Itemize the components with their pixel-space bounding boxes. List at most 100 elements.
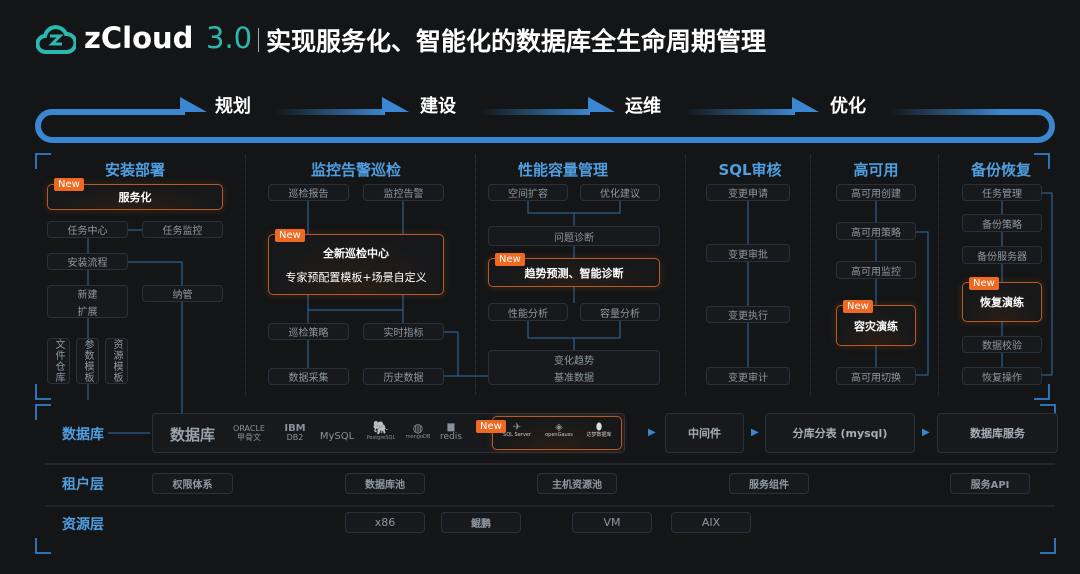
opengauss-logo: ◈ openGauss <box>545 422 573 438</box>
recovery-drill-box[interactable]: 恢复演练 <box>962 282 1042 322</box>
monitor-alert-box[interactable]: 监控告警 <box>363 184 444 201</box>
history-data-box[interactable]: 历史数据 <box>363 368 444 385</box>
postgresql-logo: 🐘 PostgreSQL <box>366 421 396 442</box>
frame-corner <box>1034 384 1050 400</box>
install-flow-box[interactable]: 安装流程 <box>47 253 128 270</box>
service-api-box[interactable]: 服务API <box>950 473 1030 494</box>
column-header-install: 安装部署 <box>104 161 166 179</box>
column-separator <box>245 155 246 395</box>
space-expansion-box[interactable]: 空间扩容 <box>488 184 568 201</box>
flow-step-operate: 运维 <box>625 96 661 117</box>
frame-corner <box>35 384 51 400</box>
ha-create-box[interactable]: 高可用创建 <box>836 184 916 201</box>
column-header-backup: 备份恢复 <box>970 161 1032 179</box>
column-separator <box>938 155 939 395</box>
problem-diagnosis-box[interactable]: 问题诊断 <box>488 226 660 246</box>
layer-divider <box>45 505 1055 507</box>
frame-corner <box>1040 538 1056 554</box>
new-badge: New <box>476 420 506 433</box>
ha-monitor-box[interactable]: 高可用监控 <box>836 261 916 279</box>
mongodb-logo: ◍ mongoDB <box>405 421 431 441</box>
aix-box[interactable]: AIX <box>671 512 751 533</box>
backup-server-box[interactable]: 备份服务器 <box>962 246 1042 264</box>
x86-box[interactable]: x86 <box>345 512 425 533</box>
optimization-advice-box[interactable]: 优化建议 <box>580 184 660 201</box>
ha-strategy-box[interactable]: 高可用策略 <box>836 222 916 240</box>
change-request-box[interactable]: 变更申请 <box>706 184 790 201</box>
flow-step-optimize: 优化 <box>830 96 866 117</box>
service-label: 服务化 <box>118 191 152 204</box>
new-build-expand-box[interactable]: 新建 扩展 <box>47 285 128 318</box>
trend-prediction-label: 趋势预测、智能诊断 <box>524 266 624 280</box>
kunpeng-box[interactable]: 鲲鹏 <box>441 512 521 533</box>
resource-template-box[interactable]: 资源模板 <box>105 338 128 384</box>
version-text: 3.0 <box>206 21 253 55</box>
trend-baseline-box[interactable]: 变化趋势 基准数据 <box>488 350 660 385</box>
change-approval-box[interactable]: 变更审批 <box>706 244 790 262</box>
sharding-box[interactable]: 分库分表 (mysql) <box>765 413 915 453</box>
frame-corner <box>35 404 51 420</box>
service-component-box[interactable]: 服务组件 <box>729 473 809 494</box>
trend-prediction-box[interactable]: 趋势预测、智能诊断 <box>488 258 660 287</box>
column-separator <box>475 155 476 395</box>
layer-divider <box>45 463 1055 465</box>
layer-label-resource: 资源层 <box>62 517 104 533</box>
file-repo-box[interactable]: 文件仓库 <box>47 338 70 384</box>
lifecycle-flow-loop <box>35 97 1055 143</box>
change-trend-label: 变化趋势 <box>554 355 594 367</box>
inspection-report-box[interactable]: 巡检报告 <box>268 184 349 201</box>
page-title: 实现服务化、智能化的数据库全生命周期管理 <box>266 27 767 56</box>
backup-strategy-box[interactable]: 备份策略 <box>962 214 1042 232</box>
change-audit-box[interactable]: 变更审计 <box>706 367 790 385</box>
param-template-box[interactable]: 参数模板 <box>76 338 99 384</box>
column-header-performance: 性能容量管理 <box>517 161 609 179</box>
database-pool-box[interactable]: 数据库池 <box>345 473 425 494</box>
host-pool-box[interactable]: 主机资源池 <box>537 473 617 494</box>
database-service-box[interactable]: 数据库服务 <box>937 413 1058 453</box>
flow-step-build: 建设 <box>420 96 456 117</box>
new-badge: New <box>969 277 999 290</box>
task-monitor-box[interactable]: 任务监控 <box>142 221 223 238</box>
layer-label-tenant: 租户层 <box>62 477 104 493</box>
redis-logo: ▆ redis <box>440 422 462 442</box>
inspection-center-box[interactable]: 全新巡检中心 专家预配置模板+场景自定义 <box>268 234 444 295</box>
performance-analysis-box[interactable]: 性能分析 <box>488 303 568 321</box>
new-badge: New <box>495 253 525 266</box>
data-verify-box[interactable]: 数据校验 <box>962 336 1042 353</box>
inspection-strategy-box[interactable]: 巡检策略 <box>268 323 349 340</box>
data-collection-box[interactable]: 数据采集 <box>268 368 349 385</box>
new-badge: New <box>843 300 873 313</box>
sqlserver-logo: ✈ SQL Server <box>503 422 531 438</box>
new-databases-group[interactable] <box>492 416 622 450</box>
task-management-box[interactable]: 任务管理 <box>962 184 1042 201</box>
manage-box[interactable]: 纳管 <box>142 285 223 302</box>
ha-switch-box[interactable]: 高可用切换 <box>836 367 916 385</box>
column-header-sql-audit: SQL审核 <box>718 161 782 179</box>
new-build-label: 新建 <box>77 289 98 301</box>
title-divider <box>258 28 259 52</box>
capacity-analysis-box[interactable]: 容量分析 <box>580 303 660 321</box>
new-badge: New <box>275 229 305 242</box>
column-header-monitor: 监控告警巡检 <box>310 161 402 179</box>
realtime-metrics-box[interactable]: 实时指标 <box>363 323 444 340</box>
arrow-right-icon: ▶ <box>922 427 930 438</box>
frame-corner <box>1034 153 1050 169</box>
baseline-data-label: 基准数据 <box>554 372 594 384</box>
oracle-logo: ORACLE 甲骨文 <box>233 424 265 442</box>
permission-system-box[interactable]: 权限体系 <box>152 473 233 494</box>
middleware-box[interactable]: 中间件 <box>665 413 744 453</box>
recovery-drill-label: 恢复演练 <box>980 296 1024 309</box>
vm-box[interactable]: VM <box>572 512 652 533</box>
recovery-operation-box[interactable]: 恢复操作 <box>962 367 1042 385</box>
frame-corner <box>35 538 51 554</box>
column-separator <box>685 155 686 395</box>
task-center-box[interactable]: 任务中心 <box>47 221 128 238</box>
zcloud-logo-icon <box>35 22 78 56</box>
db2-logo: IBM DB2 <box>284 423 306 442</box>
change-execution-box[interactable]: 变更执行 <box>706 306 790 323</box>
column-header-ha: 高可用 <box>853 161 899 179</box>
arrow-right-icon: ▶ <box>751 427 759 438</box>
mysql-logo: MySQL <box>319 431 355 442</box>
logo-text: zCloud <box>84 21 194 55</box>
